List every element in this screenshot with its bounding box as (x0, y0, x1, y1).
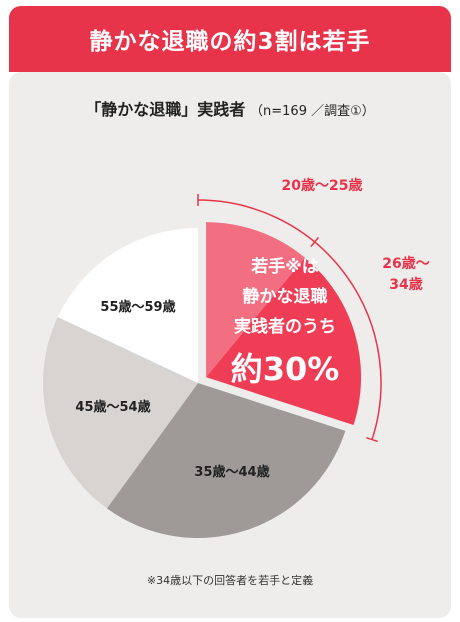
chart-subtitle: 「静かな退職」実践者 （n=169 ／調査①） (0, 96, 460, 120)
subtitle-note: （n=169 ／調査①） (250, 104, 375, 119)
bracket-tick-3 (366, 436, 378, 443)
pie-slice-5 (57, 228, 199, 383)
footnote: ※34歳以下の回答者を若手と定義 (146, 574, 314, 587)
subtitle-main: 「静かな退職」実践者 (85, 100, 246, 119)
bracket-tick-2 (310, 236, 320, 248)
chart-title-banner: 静かな退職の約3割は若手 (9, 6, 451, 72)
slice-label-5: 55歳〜59歳 (100, 299, 175, 315)
bracket-label-3: 34歳 (389, 276, 422, 293)
highlight-line-1: 若手※は (250, 256, 319, 277)
bracket-arc (197, 199, 382, 440)
pie-slice-4 (42, 317, 198, 509)
slice-label-4: 45歳〜54歳 (75, 399, 150, 415)
slice-label-3: 35歳〜44歳 (194, 464, 269, 480)
pie-slice-2 (206, 257, 362, 426)
highlight-line-2: 静かな退職 (243, 286, 328, 307)
highlight-line-3: 実践者のうち (234, 316, 336, 337)
pie-slice-1 (206, 222, 305, 378)
chart-title: 静かな退職の約3割は若手 (89, 29, 371, 55)
bracket-label-2: 26歳〜 (382, 255, 429, 272)
pie-slice-3 (106, 383, 346, 538)
highlight-value: 約30% (231, 350, 340, 388)
bracket-label-1: 20歳〜25歳 (282, 177, 363, 194)
